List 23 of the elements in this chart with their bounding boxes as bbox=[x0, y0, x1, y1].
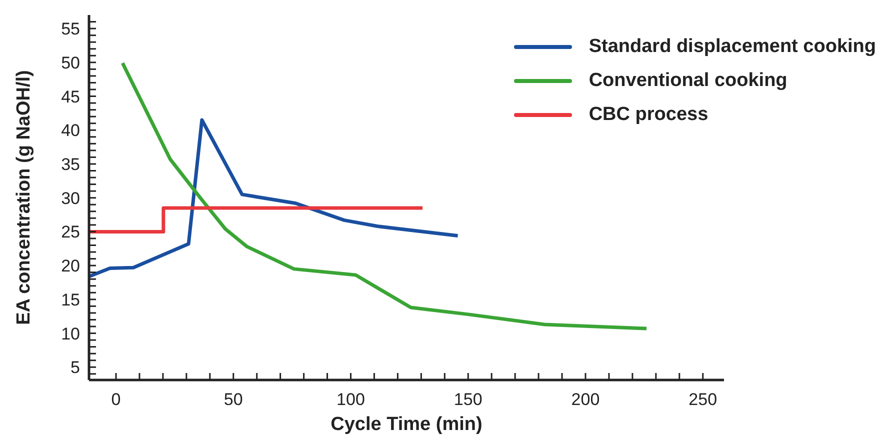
legend-label: Conventional cooking bbox=[588, 70, 788, 92]
y-tick-label: 20 bbox=[61, 256, 80, 276]
x-tick-label: 100 bbox=[336, 390, 365, 410]
y-tick-label: 15 bbox=[61, 290, 80, 310]
x-tick-label: 0 bbox=[111, 390, 121, 410]
x-tick-label: 50 bbox=[224, 390, 243, 410]
x-tick-label: 150 bbox=[454, 390, 482, 410]
line-series bbox=[89, 118, 460, 278]
x-axis-title: Cycle Time (min) bbox=[330, 414, 482, 435]
y-tick-label: 35 bbox=[61, 155, 80, 174]
x-tick-label: 250 bbox=[688, 390, 718, 410]
y-tick-label: 45 bbox=[61, 87, 80, 106]
legend-label: Standard displacement cooking bbox=[588, 36, 876, 58]
y-tick-label: 30 bbox=[61, 188, 80, 208]
y-axis-title: EA concentration (g NaOH/l) bbox=[14, 70, 35, 325]
y-tick-label: 25 bbox=[61, 222, 80, 242]
y-tick-label: 10 bbox=[61, 324, 80, 344]
legend-label: CBC process bbox=[588, 104, 708, 126]
y-tick-label: 55 bbox=[61, 20, 80, 39]
y-tick-label: 40 bbox=[61, 121, 80, 140]
y-tick-label: 50 bbox=[61, 53, 80, 72]
x-tick-label: 200 bbox=[571, 390, 600, 410]
y-tick-label: 5 bbox=[70, 358, 80, 378]
